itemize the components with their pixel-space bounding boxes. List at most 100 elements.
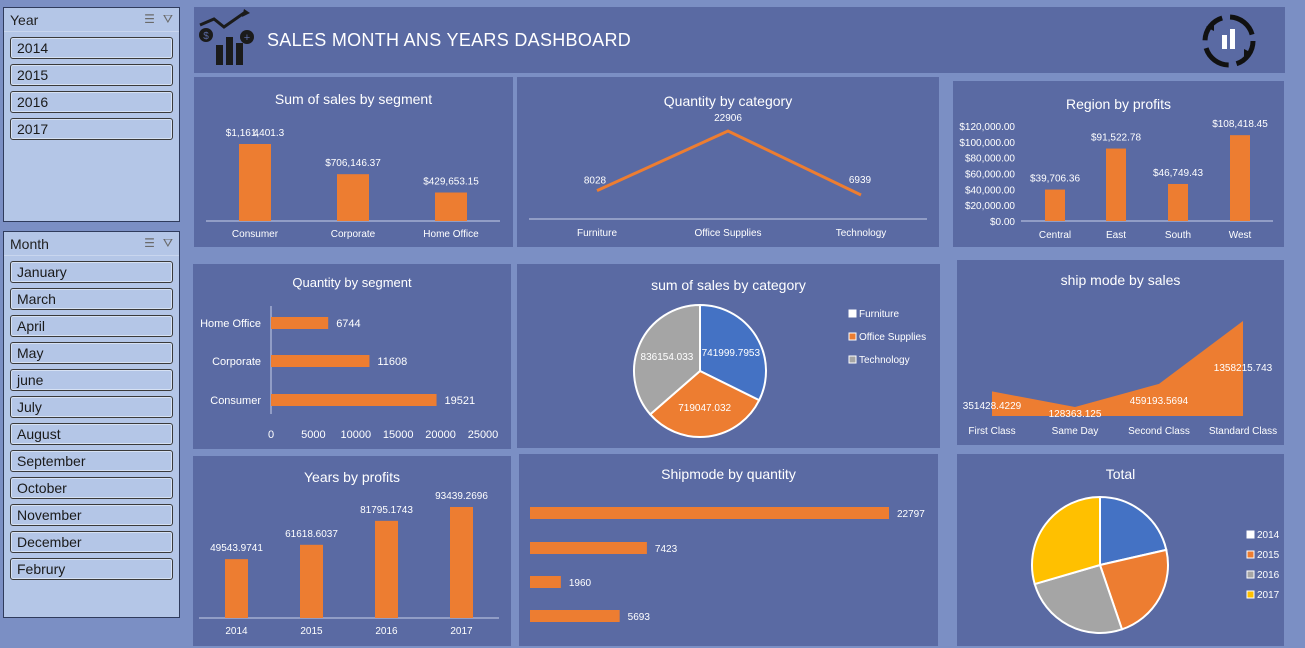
shipmode-by-sales-chart: 351428.4229 First Class 128363.125 Same Day…: [963, 321, 1277, 437]
category-label: 2017: [450, 626, 473, 637]
category-label: Central: [1039, 230, 1071, 241]
month-item-december[interactable]: December: [10, 531, 173, 553]
panel-total: Total 2014 2015 2016 2017: [957, 454, 1284, 646]
y-tick-label: $40,000.00: [965, 185, 1015, 196]
shipmode-by-quantity-chart: 22797 7423 1960 5693: [530, 507, 925, 623]
year-slicer-header: Year ☰ ⛛: [4, 8, 179, 32]
legend-swatch: [848, 309, 857, 318]
bar: [1106, 148, 1126, 221]
legend-label: 2015: [1257, 550, 1280, 561]
panel-shipmode-by-quantity: Shipmode by quantity 22797 7423 1960 5693: [519, 454, 938, 646]
month-item-august[interactable]: August: [10, 423, 173, 445]
bar: [239, 144, 271, 221]
month-item-september[interactable]: September: [10, 450, 173, 472]
panel-years-by-profits: Years by profits 49543.9741 2014 61618.603…: [193, 456, 511, 646]
data-label: 459193.5694: [1130, 396, 1189, 407]
year-item-2014[interactable]: 2014: [10, 37, 173, 59]
data-label-wrap: 4: [253, 128, 259, 139]
x-tick-label: 10000: [341, 429, 372, 441]
bar: [271, 317, 329, 329]
category-label: 2015: [300, 626, 323, 637]
data-label: 719047.032: [678, 403, 731, 414]
data-label: $46,749.43: [1153, 168, 1203, 179]
month-slicer-title: Month: [10, 235, 49, 252]
bar: [1230, 135, 1250, 221]
years-by-profits-chart: 49543.9741 2014 61618.6037 2015 81795.1743 20…: [199, 491, 499, 637]
pie-slice: [1033, 563, 1124, 634]
month-item-october[interactable]: October: [10, 477, 173, 499]
category-label: Technology: [836, 228, 887, 239]
month-item-april[interactable]: April: [10, 315, 173, 337]
month-item-july[interactable]: July: [10, 396, 173, 418]
x-tick-label: 5000: [301, 429, 325, 441]
category-label: Second Class: [1128, 426, 1190, 437]
category-label: Corporate: [212, 356, 261, 368]
bar: [450, 507, 473, 618]
y-tick-label: $100,000.00: [959, 138, 1015, 149]
month-item-may[interactable]: May: [10, 342, 173, 364]
panel-quantity-by-segment: Quantity by segment 6744 Home Office 11608…: [193, 264, 511, 449]
data-label: 128363.125: [1049, 409, 1102, 420]
data-label: 22906: [714, 113, 742, 124]
pie-slice: [648, 369, 761, 438]
bar: [337, 174, 369, 221]
chart-title: Years by profits: [304, 469, 400, 485]
chart-title: sum of sales by category: [651, 277, 806, 293]
panel-shipmode-by-sales: ship mode by sales 351428.4229 First Clas…: [957, 260, 1284, 445]
month-item-march[interactable]: March: [10, 288, 173, 310]
region-by-profits-chart: $0.00 $20,000.00 $40,000.00 $60,000.00 $80,0…: [959, 119, 1273, 241]
data-label: 836154.033: [641, 352, 694, 363]
category-label: First Class: [968, 426, 1015, 437]
year-item-2016[interactable]: 2016: [10, 91, 173, 113]
data-label: 6939: [849, 175, 872, 186]
panel-sales-by-segment: Sum of sales by segment $1,161,401.3 Cons…: [194, 77, 513, 247]
data-label: 49543.9741: [210, 543, 263, 554]
month-item-februry[interactable]: Februry: [10, 558, 173, 580]
year-item-2017[interactable]: 2017: [10, 118, 173, 140]
legend-label: Office Supplies: [859, 332, 926, 343]
sales-growth-chart-icon: $ +: [199, 9, 254, 65]
year-slicer-title: Year: [10, 11, 39, 28]
legend-label: 2016: [1257, 570, 1280, 581]
data-label: 61618.6037: [285, 529, 338, 540]
bar: [530, 542, 647, 554]
bar: [530, 507, 889, 519]
legend-swatch: [1246, 590, 1255, 599]
clear-filter-icon[interactable]: ⛛: [162, 236, 173, 250]
pie-slice: [633, 303, 701, 416]
bar: [1045, 189, 1065, 221]
cycle-chart-icon: [1202, 14, 1256, 68]
month-item-january[interactable]: January: [10, 261, 173, 283]
svg-text:+: +: [244, 32, 250, 44]
year-slicer: Year ☰ ⛛ 2014 2015 2016 2017: [3, 7, 180, 222]
x-tick-label: 25000: [468, 429, 499, 441]
category-label: 2016: [375, 626, 398, 637]
chart-title: ship mode by sales: [1060, 272, 1181, 288]
clear-filter-icon[interactable]: ⛛: [162, 12, 173, 26]
dashboard-header: $ + SALES MONTH ANS YEARS DASHBOARD: [194, 7, 1285, 73]
x-tick-label: 15000: [383, 429, 414, 441]
data-label: 93439.2696: [435, 491, 488, 502]
series-line: [596, 129, 862, 197]
year-item-2015[interactable]: 2015: [10, 64, 173, 86]
pie-slice: [699, 303, 767, 402]
area-series: [992, 321, 1243, 416]
bar: [225, 559, 248, 618]
chart-title: Sum of sales by segment: [274, 91, 433, 107]
multi-select-icon[interactable]: ☰: [144, 236, 155, 250]
category-label: Furniture: [577, 228, 617, 239]
month-item-november[interactable]: November: [10, 504, 173, 526]
quantity-by-segment-chart: 6744 Home Office 11608 Corporate 19521 Consum…: [200, 306, 499, 441]
bar: [435, 192, 467, 221]
multi-select-icon[interactable]: ☰: [144, 12, 155, 26]
data-label: 22797: [897, 509, 925, 520]
sales-by-segment-chart: $1,161,401.3 Consumer $706,146.37 Corporate…: [206, 128, 500, 240]
data-label: 19521: [445, 395, 476, 407]
month-item-june[interactable]: june: [10, 369, 173, 391]
quantity-by-category-chart: 8028 Furniture 22906 Office Supplies 6939 Tec…: [529, 113, 927, 239]
category-label: Same Day: [1052, 426, 1099, 437]
panel-region-by-profits: Region by profits $0.00 $20,000.00 $40,000…: [953, 81, 1284, 247]
bar: [1168, 183, 1188, 221]
bar: [530, 576, 561, 588]
legend-swatch: [848, 332, 857, 341]
